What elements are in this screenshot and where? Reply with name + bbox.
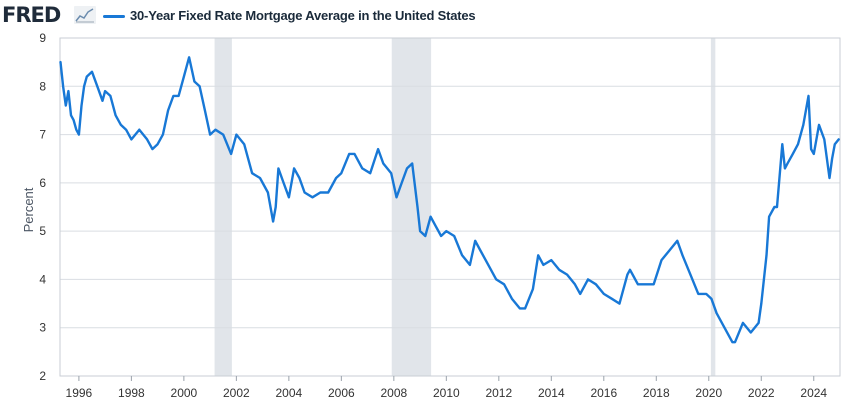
y-tick-label-6: 6 (39, 176, 46, 190)
fred-graph-icon (74, 6, 96, 24)
y-tick-label-2: 2 (39, 369, 46, 383)
x-tick-label-2016: 2016 (590, 386, 617, 400)
y-tick-label-4: 4 (39, 272, 46, 286)
recession-band-1 (391, 38, 432, 376)
recession-band-0 (214, 38, 232, 376)
x-tick-label-2000: 2000 (171, 386, 198, 400)
legend-swatch (103, 15, 125, 18)
x-tick-label-1996: 1996 (66, 386, 93, 400)
x-tick-label-2006: 2006 (328, 386, 355, 400)
series-line-0 (59, 56, 840, 344)
x-tick-label-1998: 1998 (118, 386, 145, 400)
x-tick-label-2010: 2010 (433, 386, 460, 400)
x-tick-label-2012: 2012 (485, 386, 512, 400)
x-tick-label-2020: 2020 (695, 386, 722, 400)
x-tick-label-2018: 2018 (643, 386, 670, 400)
recession-band-2 (710, 38, 716, 376)
x-tick-label-2022: 2022 (748, 386, 775, 400)
y-tick-label-8: 8 (39, 79, 46, 93)
chart-header: FRED 30-Year Fixed Rate Mortgage Average… (0, 0, 845, 32)
x-tick-label-2002: 2002 (223, 386, 250, 400)
y-tick-label-5: 5 (39, 224, 46, 238)
fred-logo[interactable]: FRED (2, 3, 61, 27)
y-tick-label-7: 7 (39, 128, 46, 142)
x-tick-label-2014: 2014 (538, 386, 565, 400)
y-tick-label-3: 3 (39, 321, 46, 335)
legend-label: 30-Year Fixed Rate Mortgage Average in t… (130, 8, 476, 23)
x-tick-label-2008: 2008 (380, 386, 407, 400)
x-tick-label-2024: 2024 (800, 386, 827, 400)
y-tick-label-9: 9 (39, 31, 46, 45)
x-tick-label-2004: 2004 (276, 386, 303, 400)
plot-frame (59, 37, 841, 377)
